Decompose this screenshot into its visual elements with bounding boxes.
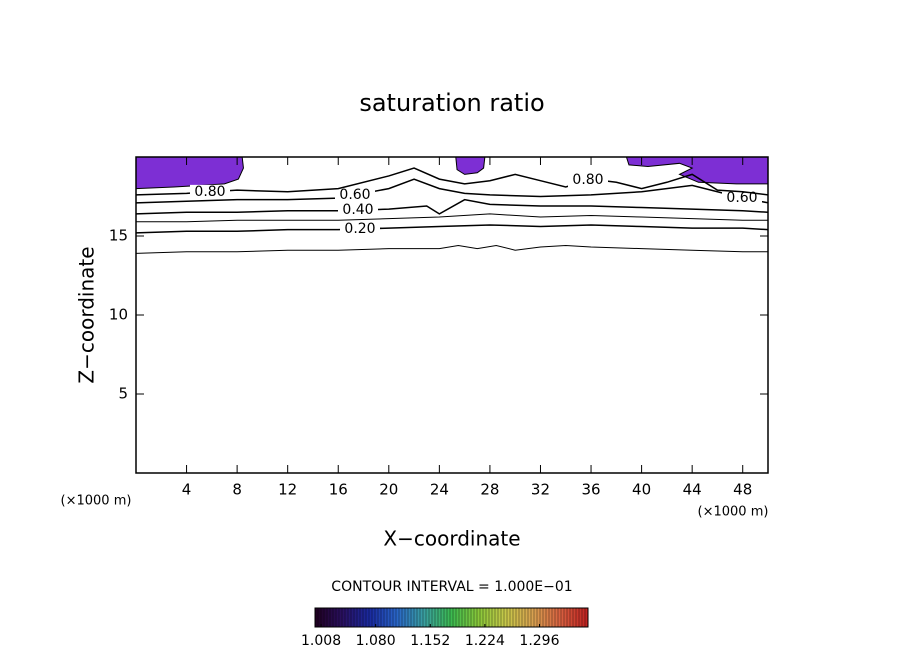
y-axis-label: Z−coordinate <box>75 246 99 383</box>
filled-region <box>136 157 244 190</box>
x-unit-label: (×1000 m) <box>698 505 769 520</box>
x-unit-label: (×1000 m) <box>61 494 132 509</box>
contour-label: 0.60 <box>726 190 757 206</box>
x-tick-label: 36 <box>581 481 600 499</box>
contour-label-bg <box>335 187 375 202</box>
contour-label-bg <box>340 222 380 236</box>
colorbar <box>314 607 589 628</box>
x-tick-label: 28 <box>480 481 499 499</box>
contour-line <box>136 213 768 223</box>
contour-label: 0.80 <box>194 184 225 200</box>
colorbar-tick-label: 1.008 <box>301 633 341 649</box>
contour-label: 0.80 <box>572 172 603 188</box>
y-tick-label: 5 <box>118 385 128 403</box>
x-tick-label: 32 <box>531 481 550 499</box>
x-tick-label: 48 <box>733 481 752 499</box>
contour-label: 0.60 <box>339 187 370 203</box>
y-tick-label: 15 <box>109 227 128 245</box>
colorbar-tick-label: 1.080 <box>356 633 396 649</box>
y-tick-label: 10 <box>109 306 128 324</box>
x-tick-label: 12 <box>278 481 297 499</box>
contour-label-bg <box>568 173 608 188</box>
x-tick-label: 24 <box>430 481 449 499</box>
x-tick-label: 20 <box>379 481 398 499</box>
contour-line <box>136 224 768 234</box>
x-tick-label: 44 <box>683 481 702 499</box>
plot-frame <box>135 156 769 474</box>
colorbar-tick-label: 1.224 <box>465 633 505 649</box>
chart-title: saturation ratio <box>359 89 544 117</box>
plot-area: 0.200.400.60 0.600.800.80 <box>136 157 768 254</box>
contour-line <box>136 178 768 204</box>
filled-region <box>455 157 486 175</box>
x-tick-label: 8 <box>232 481 242 499</box>
x-tick-label: 4 <box>182 481 192 499</box>
contour-label: 0.40 <box>342 202 373 218</box>
filled-region <box>625 157 768 185</box>
colorbar-tick-label: 1.296 <box>519 633 559 649</box>
colorbar-title: CONTOUR INTERVAL = 1.000E−01 <box>331 579 572 595</box>
contour-line <box>136 198 768 215</box>
contour-label: 0.20 <box>344 221 375 237</box>
contour-line <box>136 244 768 254</box>
contour-label-bg <box>190 184 230 199</box>
x-tick-label: 16 <box>329 481 348 499</box>
colorbar-tick-label: 1.152 <box>410 633 450 649</box>
x-axis-label: X−coordinate <box>383 527 520 551</box>
x-tick-label: 40 <box>632 481 651 499</box>
contour-label-bg <box>722 190 762 205</box>
contour-line <box>136 167 768 196</box>
contour-label-bg <box>338 203 378 218</box>
